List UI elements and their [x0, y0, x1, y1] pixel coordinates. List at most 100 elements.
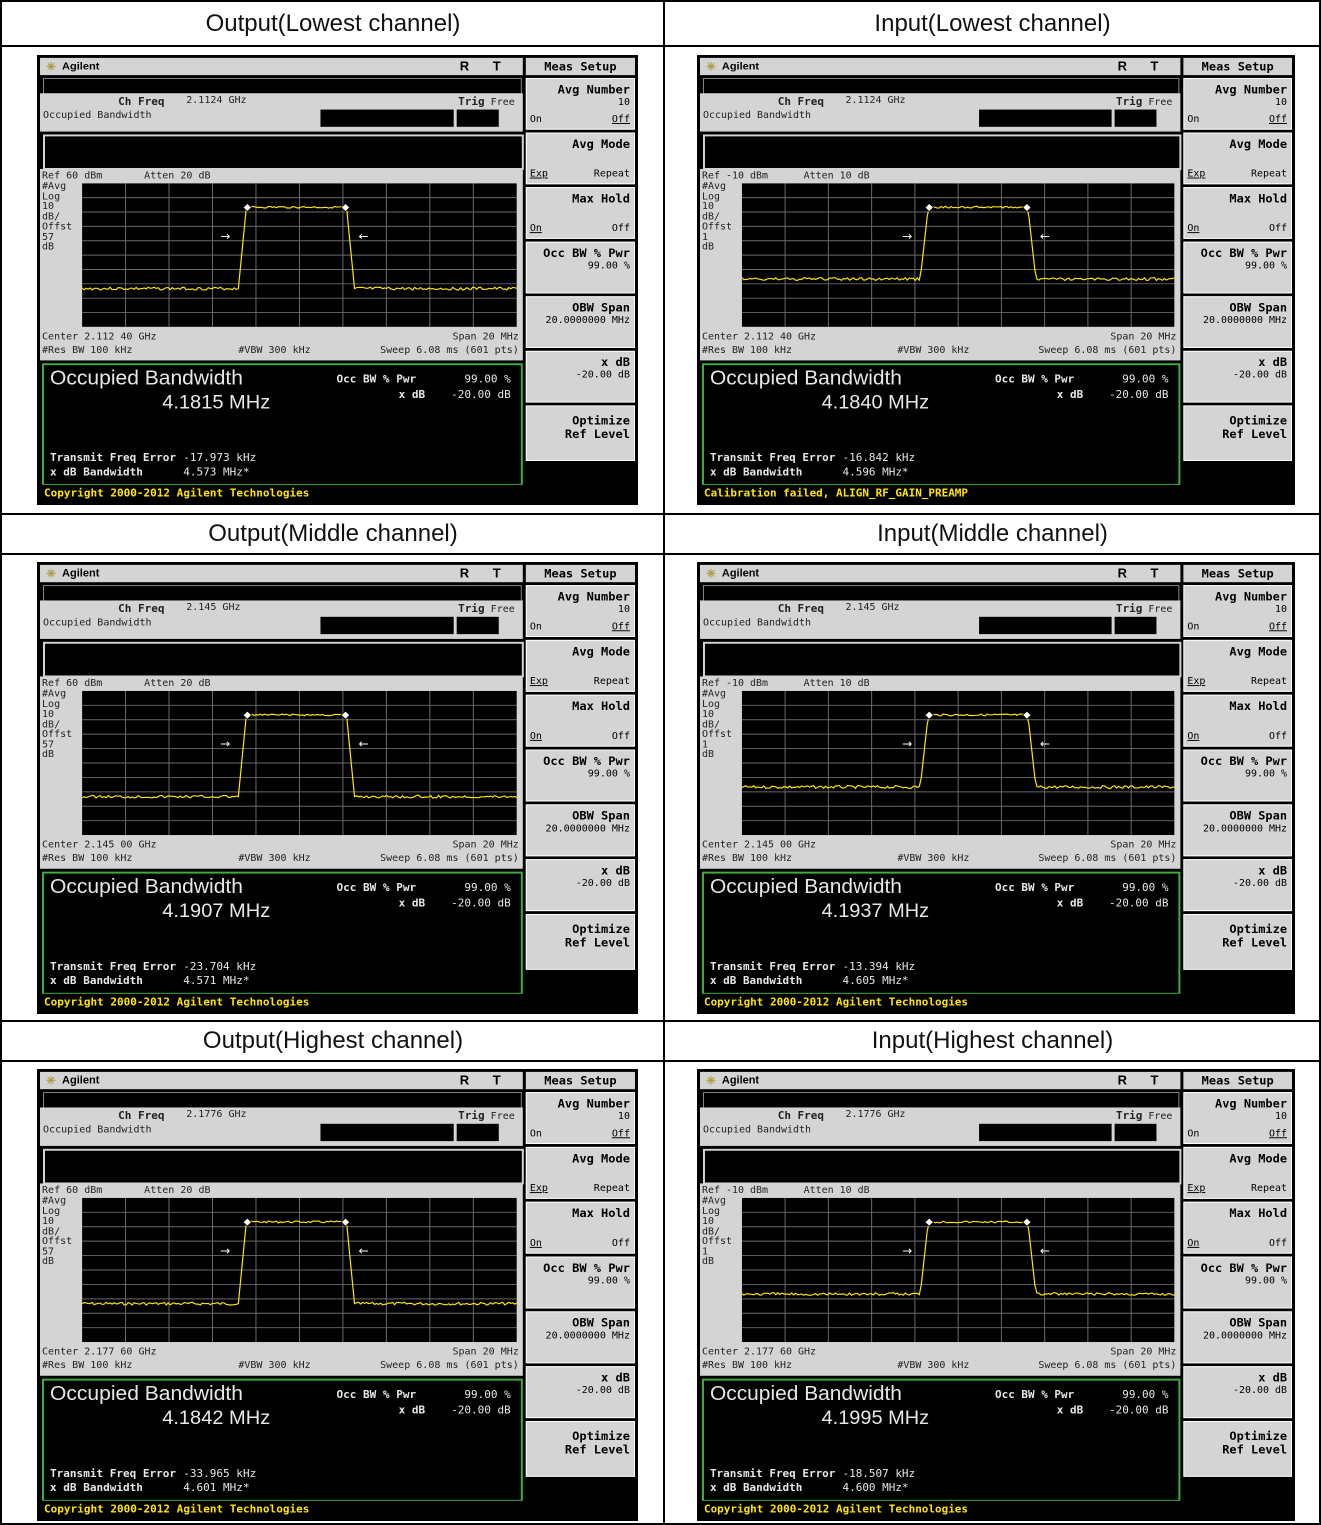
occ-bw-pwr-softkey[interactable]: Occ BW % Pwr 99.00 % — [525, 749, 635, 802]
x-db-softkey[interactable]: x dB -20.00 dB — [525, 350, 635, 403]
occ-bw-pwr-softkey[interactable]: Occ BW % Pwr 99.00 % — [1183, 749, 1293, 802]
softkey-menu: Avg Number 10 On Off Avg Mode Exp Repeat… — [525, 77, 635, 482]
meas-status-box-small — [456, 1123, 499, 1142]
graticule — [741, 690, 1175, 836]
occupied-bandwidth-value: 4.1842 MHz — [162, 1407, 271, 1429]
x-db-softkey[interactable]: x dB -20.00 dB — [1183, 1366, 1293, 1419]
avg-number-softkey[interactable]: Avg Number 10 On Off — [525, 1092, 635, 1145]
occupied-bandwidth-value: 4.1937 MHz — [821, 900, 930, 922]
avg-mode-softkey[interactable]: Avg Mode Exp Repeat — [1183, 1146, 1293, 1199]
brand-label: Agilent — [62, 1074, 100, 1087]
softkey-value: 10 — [617, 1111, 630, 1122]
softkey-off: Off — [1269, 1238, 1288, 1249]
softkey-label: Avg Number — [1215, 1096, 1288, 1111]
max-hold-softkey[interactable]: Max Hold On Off — [525, 187, 635, 239]
meas-setup-title: Meas Setup — [1183, 1071, 1293, 1090]
avg-number-softkey[interactable]: Avg Number 10 On Off — [1183, 585, 1293, 638]
max-hold-softkey[interactable]: Max Hold On Off — [525, 694, 635, 747]
obw-span-softkey[interactable]: OBW Span 20.0000000 MHz — [1183, 1311, 1293, 1364]
occupied-bandwidth-value: 4.1840 MHz — [821, 392, 930, 414]
status-line — [43, 1092, 522, 1109]
optimize-ref-level-softkey[interactable]: Optimize Ref Level — [1183, 1420, 1293, 1477]
softkey-label-line2: Ref Level — [564, 1443, 630, 1457]
softkey-value: 99.00 % — [1245, 768, 1288, 780]
measurement-name: Occupied Bandwidth — [702, 110, 811, 122]
softkey-label: OBW Span — [572, 809, 630, 823]
softkey-on: On — [529, 731, 542, 742]
arrow-right-icon: → — [902, 1244, 912, 1258]
transmit-freq-error-label: Transmit Freq Error — [709, 960, 836, 973]
occ-bw-pwr-softkey[interactable]: Occ BW % Pwr 99.00 % — [525, 1256, 635, 1309]
optimize-ref-level-softkey[interactable]: Optimize Ref Level — [525, 913, 635, 970]
softkey-label: Max Hold — [572, 191, 630, 206]
avg-mode-softkey[interactable]: Avg Mode Exp Repeat — [1183, 639, 1293, 692]
obw-span-softkey[interactable]: OBW Span 20.0000000 MHz — [525, 1311, 635, 1364]
x-db-softkey[interactable]: x dB -20.00 dB — [525, 859, 635, 912]
analyzer-screenshot: ✳ Agilent R T Meas Setup Ch Freq 2.145 G… — [697, 562, 1295, 1014]
softkey-label-line1: Optimize — [572, 922, 630, 937]
spectrum-analyzer-screen: ✳ Agilent R T Meas Setup Ch Freq 2.1776 … — [697, 1069, 1295, 1521]
transmit-freq-error-value: -17.973 kHz — [183, 451, 257, 464]
softkey-value: 20.0000000 MHz — [545, 1330, 630, 1342]
obw-span-softkey[interactable]: OBW Span 20.0000000 MHz — [525, 296, 635, 348]
x-db-softkey[interactable]: x dB -20.00 dB — [1183, 859, 1293, 912]
vbw: #VBW 300 kHz — [238, 853, 311, 864]
measurement-name: Occupied Bandwidth — [702, 1124, 811, 1136]
attenuation: Atten 10 dB — [803, 170, 870, 182]
meas-setup-title: Meas Setup — [525, 1071, 635, 1090]
softkey-value: -20.00 dB — [1233, 370, 1288, 381]
center-freq: Center 2.177 60 GHz — [701, 1346, 816, 1358]
optimize-ref-level-softkey[interactable]: Optimize Ref Level — [1183, 913, 1293, 970]
avg-mode-softkey[interactable]: Avg Mode Exp Repeat — [525, 639, 635, 692]
softkey-label: x dB — [601, 863, 630, 878]
softkey-off: Off — [611, 114, 630, 125]
avg-mode-softkey[interactable]: Avg Mode Exp Repeat — [525, 132, 635, 185]
trig-value: Free — [1148, 604, 1173, 615]
ch-freq-value: 2.145 GHz — [845, 602, 900, 613]
scale-labels: #Avg Log 10 dB/ Offst 1 dB — [701, 181, 732, 253]
occ-bw-pwr-softkey[interactable]: Occ BW % Pwr 99.00 % — [525, 241, 635, 294]
x-db-softkey[interactable]: x dB -20.00 dB — [1183, 350, 1293, 403]
optimize-ref-level-softkey[interactable]: Optimize Ref Level — [525, 1420, 635, 1477]
softkey-label: OBW Span — [1229, 809, 1288, 823]
softkey-label: Avg Mode — [1229, 137, 1288, 151]
trig-label: Trig — [458, 602, 485, 615]
analyzer-screenshot-inner: ✳ Agilent R T Meas Setup Ch Freq 2.1124 … — [697, 55, 1295, 505]
xdb-bandwidth-label: x dB Bandwidth — [709, 465, 803, 479]
max-hold-softkey[interactable]: Max Hold On Off — [1183, 1201, 1293, 1254]
agilent-spark-icon: ✳ — [46, 59, 57, 74]
occupied-bandwidth-value: 4.1815 MHz — [162, 392, 271, 414]
optimize-ref-level-softkey[interactable]: Optimize Ref Level — [1183, 405, 1293, 461]
analyzer-screenshot: ✳ Agilent R T Meas Setup Ch Freq 2.1124 … — [37, 55, 638, 505]
analyzer-screenshot: ✳ Agilent R T Meas Setup Ch Freq 2.1776 … — [697, 1069, 1295, 1521]
avg-number-softkey[interactable]: Avg Number 10 On Off — [525, 77, 635, 130]
optimize-ref-level-softkey[interactable]: Optimize Ref Level — [525, 405, 635, 461]
softkey-off: Off — [1269, 114, 1288, 125]
center-freq: Center 2.112 40 GHz — [701, 331, 816, 343]
occ-bw-pwr-softkey[interactable]: Occ BW % Pwr 99.00 % — [1183, 241, 1293, 294]
avg-mode-softkey[interactable]: Avg Mode Exp Repeat — [1183, 132, 1293, 185]
avg-number-softkey[interactable]: Avg Number 10 On Off — [1183, 77, 1293, 130]
softkey-label-line2: Ref Level — [1222, 427, 1288, 441]
softkey-exp: Exp — [1187, 168, 1206, 180]
x-db-softkey[interactable]: x dB -20.00 dB — [525, 1366, 635, 1419]
meas-status-box-small — [456, 109, 499, 127]
avg-number-softkey[interactable]: Avg Number 10 On Off — [525, 585, 635, 638]
span: Span 20 MHz — [452, 839, 519, 851]
max-hold-softkey[interactable]: Max Hold On Off — [525, 1201, 635, 1254]
obw-span-softkey[interactable]: OBW Span 20.0000000 MHz — [1183, 296, 1293, 348]
obw-span-softkey[interactable]: OBW Span 20.0000000 MHz — [1183, 804, 1293, 857]
max-hold-softkey[interactable]: Max Hold On Off — [1183, 187, 1293, 239]
ch-freq-label: Ch Freq — [118, 602, 165, 615]
avg-mode-softkey[interactable]: Avg Mode Exp Repeat — [525, 1146, 635, 1199]
measurement-name: Occupied Bandwidth — [43, 617, 152, 629]
max-hold-softkey[interactable]: Max Hold On Off — [1183, 694, 1293, 747]
sweep-time: Sweep 6.08 ms (601 pts) — [1038, 1360, 1177, 1371]
meas-status-box-small — [1114, 616, 1157, 635]
obw-span-softkey[interactable]: OBW Span 20.0000000 MHz — [525, 804, 635, 857]
ch-freq-value: 2.1124 GHz — [845, 95, 906, 106]
occ-bw-pwr-softkey[interactable]: Occ BW % Pwr 99.00 % — [1183, 1256, 1293, 1309]
avg-number-softkey[interactable]: Avg Number 10 On Off — [1183, 1092, 1293, 1145]
occ-bw-pwr-label: Occ BW % Pwr — [995, 1388, 1075, 1401]
